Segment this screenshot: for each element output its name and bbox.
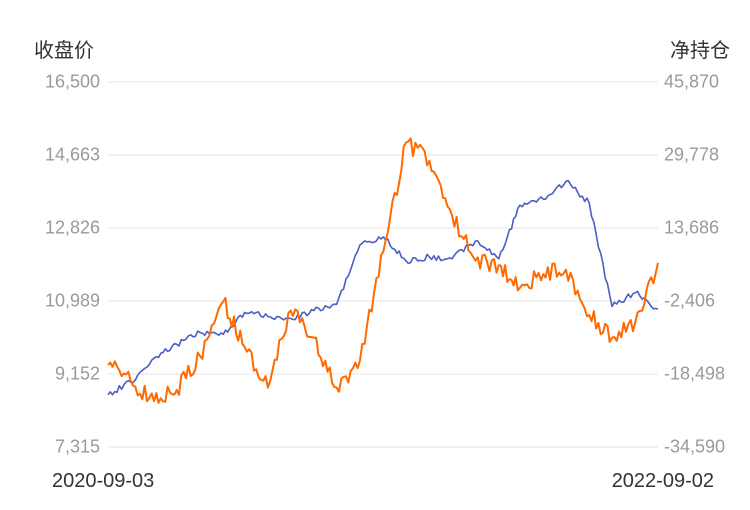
close-price-series-line [107,179,659,396]
y-right-tick-label: -2,406 [664,290,716,311]
y-right-tick-label: 45,870 [664,71,720,92]
x-axis-end-label: 2022-09-02 [611,470,714,492]
grid-lines [108,81,658,448]
x-axis-start-label: 2020-09-03 [52,470,155,492]
series-layer [107,137,659,404]
y-axis-right-title: 净持仓 [670,38,730,62]
y-right-tick-label: -34,590 [664,436,726,457]
net-position-series-line [107,137,659,404]
y-right-tick-label: 29,778 [664,144,720,165]
y-left-tick-label: 9,152 [54,363,100,384]
y-axis-left-title: 收盘价 [34,38,94,62]
y-left-tick-label: 16,500 [44,71,100,92]
y-left-tick-label: 14,663 [44,144,100,165]
y-left-tick-label: 7,315 [54,436,100,457]
y-left-tick-label: 12,826 [44,217,100,238]
y-right-tick-label: 13,686 [664,217,720,238]
y-left-tick-label: 10,989 [44,290,100,311]
y-right-tick-label: -18,498 [664,363,726,384]
